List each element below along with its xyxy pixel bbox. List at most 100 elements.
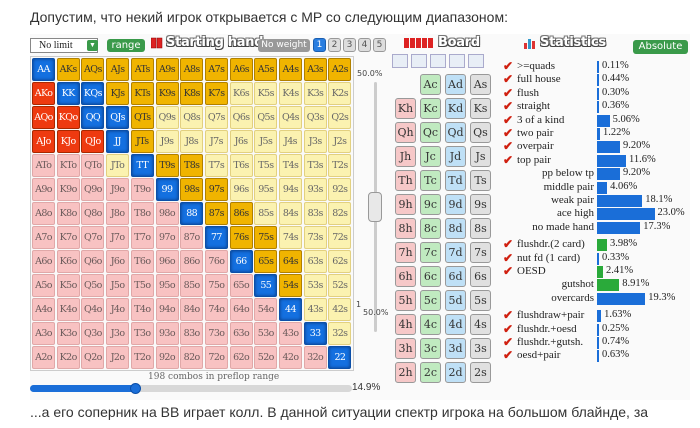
hand-cell[interactable]: JTs <box>130 130 154 153</box>
card-Js[interactable]: Js <box>470 146 491 167</box>
hand-cell[interactable]: 96s <box>229 178 253 201</box>
board-slot[interactable] <box>430 54 446 68</box>
check-icon[interactable]: ✔ <box>503 126 514 140</box>
hand-cell[interactable]: J5s <box>254 130 278 153</box>
hand-cell[interactable]: A2s <box>328 58 352 81</box>
weight-button-5[interactable]: 5 <box>373 38 386 52</box>
hand-cell[interactable]: 33 <box>303 322 327 345</box>
card-6s[interactable]: 6s <box>470 266 491 287</box>
hand-cell[interactable]: T8o <box>130 202 154 225</box>
hand-cell[interactable]: 93o <box>155 322 179 345</box>
hand-cell[interactable]: J3o <box>106 322 130 345</box>
no-weight-button[interactable]: No weight <box>258 39 310 52</box>
check-icon[interactable]: ✔ <box>503 59 514 73</box>
hand-cell[interactable]: A8o <box>32 202 55 225</box>
hand-cell[interactable]: Q8s <box>180 106 204 129</box>
hand-cell[interactable]: 43o <box>279 322 302 345</box>
hand-cell[interactable]: 83o <box>180 322 204 345</box>
hand-cell[interactable]: 87o <box>180 226 204 249</box>
hand-cell[interactable]: 42s <box>328 298 352 321</box>
hand-cell[interactable]: 82o <box>180 346 204 369</box>
hand-cell[interactable]: J6s <box>229 130 253 153</box>
hand-cell[interactable]: J5o <box>106 274 130 297</box>
check-icon[interactable]: ✔ <box>503 85 514 100</box>
hand-cell[interactable]: Q7s <box>204 106 228 129</box>
weight-slider-thumb[interactable] <box>368 192 382 222</box>
card-4s[interactable]: 4s <box>470 314 491 335</box>
hand-cell[interactable]: A3s <box>303 58 327 81</box>
hand-cell[interactable]: AKo <box>32 82 55 105</box>
card-7c[interactable]: 7c <box>420 242 441 263</box>
card-9s[interactable]: 9s <box>470 194 491 215</box>
board-slot[interactable] <box>449 54 465 68</box>
hand-cell[interactable]: KQs <box>81 82 105 105</box>
hand-cell[interactable]: T3o <box>130 322 154 345</box>
hand-cell[interactable]: K5s <box>254 82 278 105</box>
hand-cell[interactable]: 76o <box>204 250 228 273</box>
hand-cell[interactable]: 52o <box>254 346 278 369</box>
check-icon[interactable]: ✔ <box>503 308 514 323</box>
card-Kd[interactable]: Kd <box>445 98 466 119</box>
hand-cell[interactable]: J9s <box>155 130 179 153</box>
range-slider[interactable] <box>30 383 352 394</box>
hand-cell[interactable]: KK <box>56 82 80 105</box>
hand-cell[interactable]: KQo <box>56 106 80 129</box>
hand-cell[interactable]: 82s <box>328 202 352 225</box>
board-slot[interactable] <box>468 54 484 68</box>
hand-cell[interactable]: Q5o <box>81 274 105 297</box>
hand-cell[interactable]: 95o <box>155 274 179 297</box>
hand-cell[interactable]: 63o <box>229 322 253 345</box>
card-2c[interactable]: 2c <box>420 362 441 383</box>
hand-cell[interactable]: 22 <box>328 346 352 369</box>
hand-cell[interactable]: 72s <box>328 226 352 249</box>
card-2h[interactable]: 2h <box>395 362 416 383</box>
card-5d[interactable]: 5d <box>445 290 466 311</box>
hand-cell[interactable]: J8o <box>106 202 130 225</box>
hand-cell[interactable]: 99 <box>155 178 179 201</box>
hand-cell[interactable]: A5o <box>32 274 55 297</box>
hand-cell[interactable]: 65s <box>254 250 278 273</box>
hand-cell[interactable]: T2o <box>130 346 154 369</box>
card-Kh[interactable]: Kh <box>395 98 416 119</box>
card-8s[interactable]: 8s <box>470 218 491 239</box>
check-icon[interactable]: ✔ <box>503 321 514 336</box>
card-9c[interactable]: 9c <box>420 194 441 215</box>
hand-cell[interactable]: 97s <box>204 178 228 201</box>
hand-cell[interactable]: 63s <box>303 250 327 273</box>
card-4d[interactable]: 4d <box>445 314 466 335</box>
hand-cell[interactable]: AQo <box>32 106 55 129</box>
range-button[interactable]: range <box>107 39 145 52</box>
hand-cell[interactable]: T4o <box>130 298 154 321</box>
hand-cell[interactable]: K9o <box>56 178 80 201</box>
hand-cell[interactable]: 65o <box>229 274 253 297</box>
absolute-button[interactable]: Absolute <box>633 40 688 54</box>
board-slot[interactable] <box>411 54 427 68</box>
hand-cell[interactable]: T5s <box>254 154 278 177</box>
card-Ac[interactable]: Ac <box>420 74 441 95</box>
hand-cell[interactable]: K3o <box>56 322 80 345</box>
hand-cell[interactable]: AQs <box>81 58 105 81</box>
card-6c[interactable]: 6c <box>420 266 441 287</box>
hand-cell[interactable]: 88 <box>180 202 204 225</box>
hand-cell[interactable]: 43s <box>303 298 327 321</box>
hand-cell[interactable]: 64s <box>279 250 302 273</box>
card-As[interactable]: As <box>470 74 491 95</box>
hand-cell[interactable]: 74s <box>279 226 302 249</box>
hand-cell[interactable]: 54s <box>279 274 302 297</box>
card-Ks[interactable]: Ks <box>470 98 491 119</box>
hand-cell[interactable]: K4s <box>279 82 302 105</box>
hand-cell[interactable]: J4o <box>106 298 130 321</box>
hand-cell[interactable]: KTo <box>56 154 80 177</box>
card-Td[interactable]: Td <box>445 170 466 191</box>
hand-cell[interactable]: A5s <box>254 58 278 81</box>
card-8d[interactable]: 8d <box>445 218 466 239</box>
hand-cell[interactable]: ATo <box>32 154 55 177</box>
card-3s[interactable]: 3s <box>470 338 491 359</box>
card-Ts[interactable]: Ts <box>470 170 491 191</box>
hand-cell[interactable]: K5o <box>56 274 80 297</box>
hand-cell[interactable]: 95s <box>254 178 278 201</box>
hand-cell[interactable]: K3s <box>303 82 327 105</box>
check-icon[interactable]: ✔ <box>503 112 514 127</box>
hand-cell[interactable]: 94o <box>155 298 179 321</box>
hand-cell[interactable]: Q2s <box>328 106 352 129</box>
